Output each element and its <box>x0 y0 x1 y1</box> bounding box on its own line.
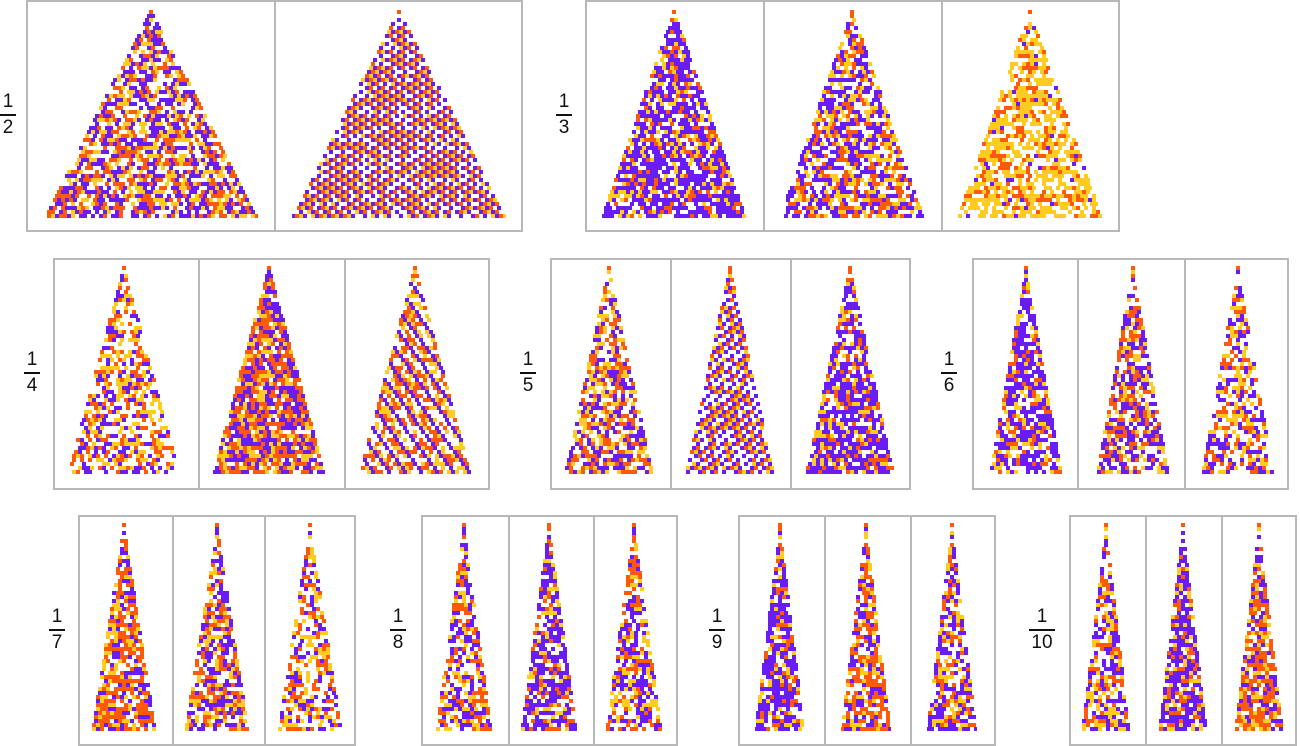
cellular-automaton-pattern <box>1202 266 1274 474</box>
cellular-automaton-pattern <box>521 523 577 731</box>
fraction-label: 1 7 <box>49 607 65 652</box>
group-1-10: 1 10 <box>1025 515 1300 746</box>
fraction-numerator: 1 <box>392 606 404 627</box>
panel-divider <box>198 260 200 488</box>
panel-divider <box>910 517 912 744</box>
cellular-automaton-pattern <box>990 266 1062 474</box>
cellular-automaton-pattern <box>185 523 249 731</box>
fraction-denominator: 5 <box>522 374 534 396</box>
fraction-numerator: 1 <box>522 349 534 370</box>
panel-divider <box>1077 260 1079 488</box>
panel-divider <box>1221 517 1223 744</box>
fraction-numerator: 1 <box>711 606 723 627</box>
cellular-automaton-pattern <box>958 10 1102 218</box>
fraction-bar <box>709 629 725 631</box>
fraction-label: 1 6 <box>941 350 957 395</box>
fraction-numerator: 1 <box>1036 606 1048 627</box>
cellular-automaton-pattern <box>602 10 746 218</box>
fraction-numerator: 1 <box>51 606 63 627</box>
cellular-automaton-pattern <box>278 523 342 731</box>
fraction-bar <box>556 114 572 116</box>
panel-divider <box>344 260 346 488</box>
group-1-7: 1 7 <box>45 515 360 746</box>
fraction-denominator: 3 <box>558 116 570 138</box>
cellular-automaton-pattern <box>92 523 156 731</box>
fraction-bar <box>24 372 40 374</box>
group-1-6: 1 6 <box>935 258 1295 490</box>
cellular-automaton-pattern <box>841 523 891 731</box>
panel-divider <box>274 2 276 230</box>
fraction-numerator: 1 <box>558 91 570 112</box>
fraction-label: 1 3 <box>556 92 572 137</box>
cellular-automaton-pattern <box>606 523 662 731</box>
panel-divider <box>941 2 943 230</box>
fraction-denominator: 2 <box>2 116 14 138</box>
cellular-automaton-pattern <box>1082 523 1130 731</box>
fraction-numerator: 1 <box>2 91 14 112</box>
cellular-automaton-pattern <box>359 266 471 474</box>
fraction-numerator: 1 <box>26 349 38 370</box>
panel-divider <box>824 517 826 744</box>
cellular-automaton-pattern <box>686 266 774 474</box>
fraction-label: 1 9 <box>709 607 725 652</box>
cellular-automaton-pattern <box>1235 523 1283 731</box>
panel-divider <box>1145 517 1147 744</box>
cellular-automaton-pattern <box>927 523 977 731</box>
fraction-numerator: 1 <box>943 349 955 370</box>
cellular-automaton-pattern <box>292 10 506 218</box>
panel-divider <box>1184 260 1186 488</box>
group-1-4: 1 4 <box>20 258 495 490</box>
panel-divider <box>264 517 266 744</box>
cellular-automaton-pattern <box>806 266 894 474</box>
fraction-bar <box>390 629 406 631</box>
fraction-bar <box>0 114 16 116</box>
fraction-label: 1 10 <box>1029 607 1055 652</box>
fraction-denominator: 10 <box>1031 631 1053 653</box>
group-1-8: 1 8 <box>390 515 680 746</box>
fraction-bar <box>941 372 957 374</box>
cellular-automaton-pattern <box>44 10 258 218</box>
cellular-automaton-pattern <box>1159 523 1207 731</box>
fraction-denominator: 6 <box>943 374 955 396</box>
fraction-label: 1 4 <box>24 350 40 395</box>
panel-divider <box>593 517 595 744</box>
panel-divider <box>763 2 765 230</box>
group-1-3: 1 3 <box>550 0 1125 232</box>
cellular-automaton-pattern <box>436 523 492 731</box>
panel-divider <box>172 517 174 744</box>
fraction-bar <box>1029 629 1055 631</box>
fraction-label: 1 2 <box>0 92 16 137</box>
cellular-automaton-pattern <box>780 10 924 218</box>
fraction-denominator: 8 <box>392 631 404 653</box>
cellular-automaton-pattern <box>68 266 180 474</box>
cellular-automaton-pattern <box>213 266 325 474</box>
panel-divider <box>790 260 792 488</box>
panel-divider <box>670 260 672 488</box>
cellular-automaton-pattern <box>755 523 805 731</box>
group-1-2: 1 2 <box>0 0 530 232</box>
fraction-denominator: 4 <box>26 374 38 396</box>
fraction-bar <box>49 629 65 631</box>
group-1-9: 1 9 <box>705 515 1000 746</box>
fraction-denominator: 7 <box>51 631 63 653</box>
group-1-5: 1 5 <box>520 258 915 490</box>
cellular-automaton-pattern <box>565 266 653 474</box>
cellular-automaton-pattern <box>1097 266 1169 474</box>
fraction-bar <box>520 372 536 374</box>
panel-divider <box>508 517 510 744</box>
fraction-label: 1 5 <box>520 350 536 395</box>
fraction-label: 1 8 <box>390 607 406 652</box>
fraction-denominator: 9 <box>711 631 723 653</box>
